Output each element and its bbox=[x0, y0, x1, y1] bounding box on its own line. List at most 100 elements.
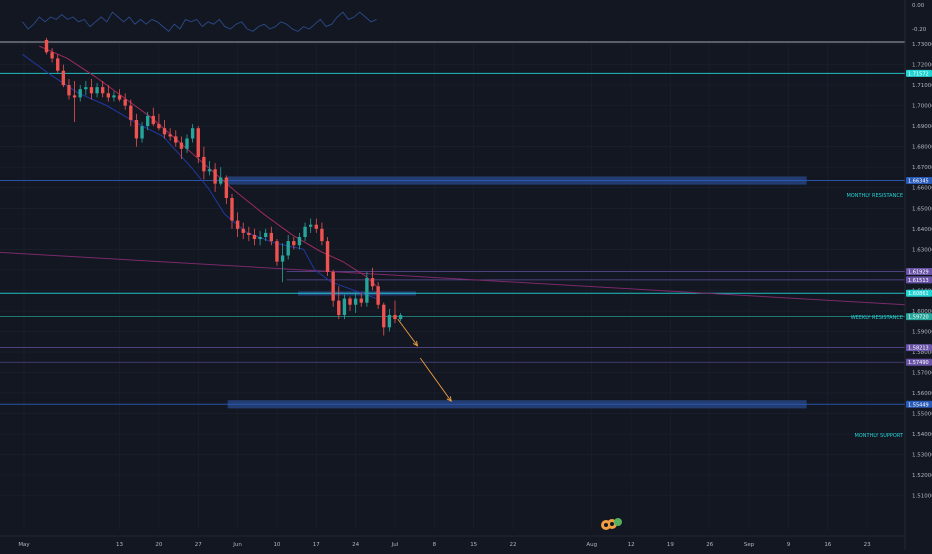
time-tick-label: Sep bbox=[744, 542, 755, 548]
candle-body[interactable] bbox=[382, 304, 386, 328]
candle-body[interactable] bbox=[297, 237, 302, 246]
candle-body[interactable] bbox=[303, 226, 307, 237]
candle-body[interactable] bbox=[308, 224, 313, 227]
candle-body[interactable] bbox=[162, 128, 167, 135]
candle-body[interactable] bbox=[56, 58, 60, 71]
candle-body[interactable] bbox=[213, 169, 217, 184]
candle-body[interactable] bbox=[393, 315, 397, 320]
candle-body[interactable] bbox=[264, 232, 268, 237]
price-badge-label: 1.60861 bbox=[908, 291, 929, 297]
candle-body[interactable] bbox=[50, 52, 54, 59]
time-tick-label: Jun bbox=[232, 542, 242, 548]
candle-body[interactable] bbox=[179, 142, 184, 149]
weekly-resistance-label: WEEKLY RESISTANCE bbox=[851, 315, 903, 321]
candle-body[interactable] bbox=[286, 241, 290, 256]
candle-body[interactable] bbox=[269, 232, 274, 242]
candle-body[interactable] bbox=[247, 232, 251, 235]
descending-trendline[interactable] bbox=[0, 251, 906, 306]
grid-layer bbox=[0, 42, 905, 530]
time-tick-label: 17 bbox=[313, 542, 320, 548]
candle-body[interactable] bbox=[314, 224, 318, 229]
projection-arrows[interactable] bbox=[397, 318, 452, 403]
candle-body[interactable] bbox=[72, 95, 77, 98]
time-tick-label: Aug bbox=[586, 542, 597, 548]
price-tick-label: 1.59000 bbox=[912, 329, 932, 335]
candle-body[interactable] bbox=[202, 156, 206, 172]
candle-body[interactable] bbox=[61, 70, 66, 86]
candle-body[interactable] bbox=[280, 255, 285, 262]
candle-body[interactable] bbox=[112, 95, 116, 98]
oscillator-tick-label: -0.20 bbox=[912, 27, 927, 33]
candle-body[interactable] bbox=[174, 136, 178, 143]
candle-body[interactable] bbox=[157, 124, 161, 129]
candles[interactable] bbox=[44, 37, 403, 336]
candle-body[interactable] bbox=[337, 300, 341, 315]
candle-body[interactable] bbox=[325, 241, 330, 272]
price-tick-label: 1.63000 bbox=[912, 247, 932, 253]
projection-arrow-line[interactable] bbox=[419, 357, 452, 402]
candle-body[interactable] bbox=[258, 237, 262, 240]
candle-body[interactable] bbox=[134, 120, 139, 139]
price-tick-label: 1.66000 bbox=[912, 186, 932, 192]
candle-body[interactable] bbox=[252, 234, 257, 240]
candle-body[interactable] bbox=[359, 298, 363, 303]
candle-body[interactable] bbox=[190, 128, 195, 139]
candle-body[interactable] bbox=[168, 134, 172, 137]
candle-body[interactable] bbox=[398, 315, 403, 320]
candle-body[interactable] bbox=[123, 99, 127, 106]
candle-body[interactable] bbox=[219, 177, 223, 184]
candle-body[interactable] bbox=[185, 138, 189, 149]
candle-body[interactable] bbox=[342, 298, 347, 315]
candle-body[interactable] bbox=[67, 85, 71, 96]
time-tick-label: 9 bbox=[787, 542, 791, 548]
price-badge-label: 1.57490 bbox=[908, 360, 929, 366]
price-badge bbox=[906, 177, 932, 185]
candle-body[interactable] bbox=[145, 115, 150, 127]
price-tick-label: 1.58000 bbox=[912, 350, 932, 356]
price-tick-label: 1.72000 bbox=[912, 63, 932, 69]
time-tick-label: 13 bbox=[116, 542, 123, 548]
candle-body[interactable] bbox=[44, 39, 49, 53]
oscillator-line bbox=[22, 11, 377, 33]
candle-body[interactable] bbox=[224, 177, 229, 198]
price-tick-label: 1.52000 bbox=[912, 473, 932, 479]
candle-body[interactable] bbox=[331, 271, 335, 301]
time-tick-label: 23 bbox=[864, 542, 871, 548]
candle-body[interactable] bbox=[320, 228, 324, 242]
candle-body[interactable] bbox=[89, 87, 94, 94]
candle-body[interactable] bbox=[376, 286, 380, 305]
price-badge-label: 1.59720 bbox=[908, 315, 929, 321]
price-badge-label: 1.58213 bbox=[908, 346, 929, 352]
candle-body[interactable] bbox=[117, 95, 122, 100]
price-badges: 1.71572 1.66345 1.61929 1.61513 1.60861 1.597… bbox=[906, 69, 932, 408]
candle-body[interactable] bbox=[101, 87, 105, 94]
candle-body[interactable] bbox=[95, 87, 99, 94]
candle-body[interactable] bbox=[196, 128, 200, 157]
candle-body[interactable] bbox=[241, 228, 245, 233]
candle-body[interactable] bbox=[235, 220, 240, 229]
candle-body[interactable] bbox=[348, 298, 352, 305]
time-tick-label: 16 bbox=[824, 542, 831, 548]
price-badge bbox=[906, 313, 932, 321]
level-lines[interactable] bbox=[0, 72, 905, 405]
price-tick-label: 1.70000 bbox=[912, 104, 932, 110]
time-tick-label: 27 bbox=[195, 542, 202, 548]
candle-body[interactable] bbox=[84, 87, 88, 90]
candle-body[interactable] bbox=[129, 105, 133, 120]
projection-arrow-line[interactable] bbox=[397, 318, 418, 347]
candle-body[interactable] bbox=[370, 278, 375, 287]
monthly-resistance-label: MONTHLY RESISTANCE bbox=[846, 193, 903, 199]
candle-body[interactable] bbox=[140, 126, 144, 139]
candle-body[interactable] bbox=[275, 241, 279, 262]
candle-body[interactable] bbox=[207, 169, 212, 172]
candle-body[interactable] bbox=[365, 278, 369, 303]
candle-body[interactable] bbox=[387, 315, 392, 328]
candle-body[interactable] bbox=[292, 241, 296, 246]
candle-body[interactable] bbox=[106, 93, 111, 98]
candle-body[interactable] bbox=[151, 115, 155, 125]
candle-body[interactable] bbox=[78, 89, 82, 98]
candle-body[interactable] bbox=[230, 198, 234, 221]
candle-body[interactable] bbox=[353, 298, 358, 305]
